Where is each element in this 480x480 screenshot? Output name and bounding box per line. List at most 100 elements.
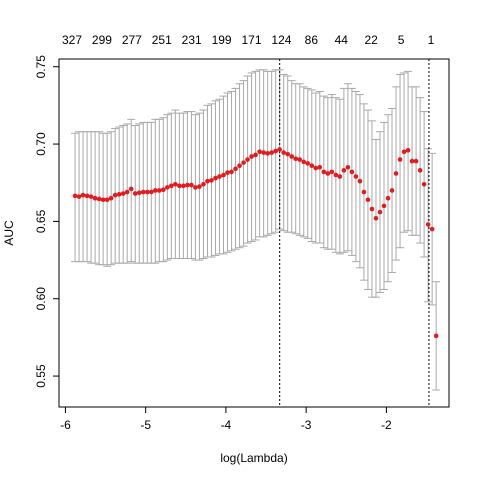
top-tick-label: 44 — [335, 33, 349, 47]
data-point — [161, 187, 166, 192]
top-tick-label: 86 — [305, 33, 319, 47]
data-point — [165, 185, 170, 190]
data-point — [413, 158, 419, 164]
data-point — [429, 226, 435, 232]
y-tick-label: 0.65 — [34, 209, 48, 233]
data-point — [104, 197, 110, 203]
data-point — [100, 197, 106, 203]
x-axis-label: log(Lambda) — [220, 451, 287, 465]
data-point — [273, 148, 278, 154]
data-point — [417, 168, 423, 173]
data-point — [325, 171, 331, 176]
data-point — [321, 169, 327, 175]
data-point — [281, 150, 286, 155]
reference-lines — [279, 59, 430, 407]
x-tick-label: -5 — [140, 418, 151, 432]
data-point — [385, 195, 391, 201]
data-point — [425, 222, 431, 227]
y-axis-label: AUC — [2, 220, 16, 246]
data-point — [116, 192, 122, 197]
data-point — [305, 161, 311, 166]
data-point — [289, 154, 295, 159]
data-point — [257, 149, 262, 155]
data-point — [241, 160, 246, 165]
top-axis-labels: 327 299 277 251 231 199 171 124 86 44 22 5 1 — [62, 33, 435, 47]
top-tick-label: 199 — [212, 33, 232, 47]
data-point — [329, 169, 335, 175]
data-point — [361, 189, 367, 195]
data-point — [148, 189, 154, 195]
data-point — [337, 174, 343, 179]
x-axis: -6 -5 -4 -3 -2 — [60, 406, 392, 432]
data-point — [92, 195, 98, 201]
data-point — [120, 191, 126, 196]
data-point — [185, 182, 190, 188]
y-tick-label: 0.60 — [34, 287, 48, 311]
data-point — [112, 192, 118, 198]
data-point — [128, 186, 134, 192]
data-point — [197, 184, 202, 189]
data-point — [317, 164, 323, 170]
data-point — [421, 181, 427, 187]
x-tick-label: -3 — [301, 418, 312, 432]
data-point — [333, 172, 339, 178]
data-point — [373, 216, 379, 221]
data-point — [177, 183, 182, 189]
top-tick-label: 277 — [122, 33, 142, 47]
data-point — [173, 181, 178, 187]
data-point — [213, 175, 218, 181]
data-point — [297, 157, 303, 162]
data-point — [193, 185, 198, 190]
data-point — [217, 174, 222, 179]
data-point — [377, 209, 383, 215]
data-point — [169, 183, 174, 189]
top-tick-label: 327 — [62, 33, 82, 47]
data-point — [269, 150, 274, 155]
data-point — [265, 151, 270, 156]
data-point — [405, 147, 411, 153]
data-point — [132, 191, 138, 196]
data-point — [381, 203, 387, 209]
data-points — [72, 147, 439, 339]
y-axis: 0.55 0.60 0.65 0.70 0.75 — [34, 55, 60, 388]
data-point — [225, 170, 230, 175]
x-tick-label: -4 — [221, 418, 232, 432]
data-point — [301, 159, 307, 165]
data-point — [237, 163, 242, 169]
data-point — [401, 149, 407, 155]
data-point — [249, 154, 254, 159]
top-tick-label: 231 — [182, 33, 202, 47]
data-point — [84, 193, 90, 199]
data-point — [365, 197, 371, 203]
y-tick-label: 0.70 — [34, 132, 48, 156]
x-tick-label: -2 — [381, 418, 392, 432]
data-point — [389, 188, 395, 193]
data-point — [88, 194, 94, 199]
top-tick-label: 22 — [364, 33, 378, 47]
y-tick-label: 0.75 — [34, 55, 48, 79]
data-point — [80, 192, 86, 198]
data-point — [309, 163, 315, 169]
data-point — [209, 178, 214, 183]
data-point — [136, 190, 142, 196]
data-point — [205, 178, 210, 184]
top-tick-label: 124 — [271, 33, 291, 47]
top-tick-label: 299 — [92, 33, 112, 47]
data-point — [221, 172, 226, 178]
data-point — [349, 169, 355, 175]
data-point — [181, 183, 186, 189]
data-point — [157, 188, 162, 193]
data-point — [285, 151, 291, 157]
data-point — [293, 156, 299, 162]
data-point — [397, 157, 403, 162]
data-point — [261, 150, 266, 155]
data-point — [357, 178, 363, 184]
data-point — [253, 152, 258, 158]
data-point — [96, 196, 102, 202]
data-point — [353, 174, 359, 179]
top-tick-label: 171 — [241, 33, 261, 47]
data-point — [76, 194, 82, 199]
data-point — [152, 188, 158, 193]
data-point — [341, 168, 347, 173]
